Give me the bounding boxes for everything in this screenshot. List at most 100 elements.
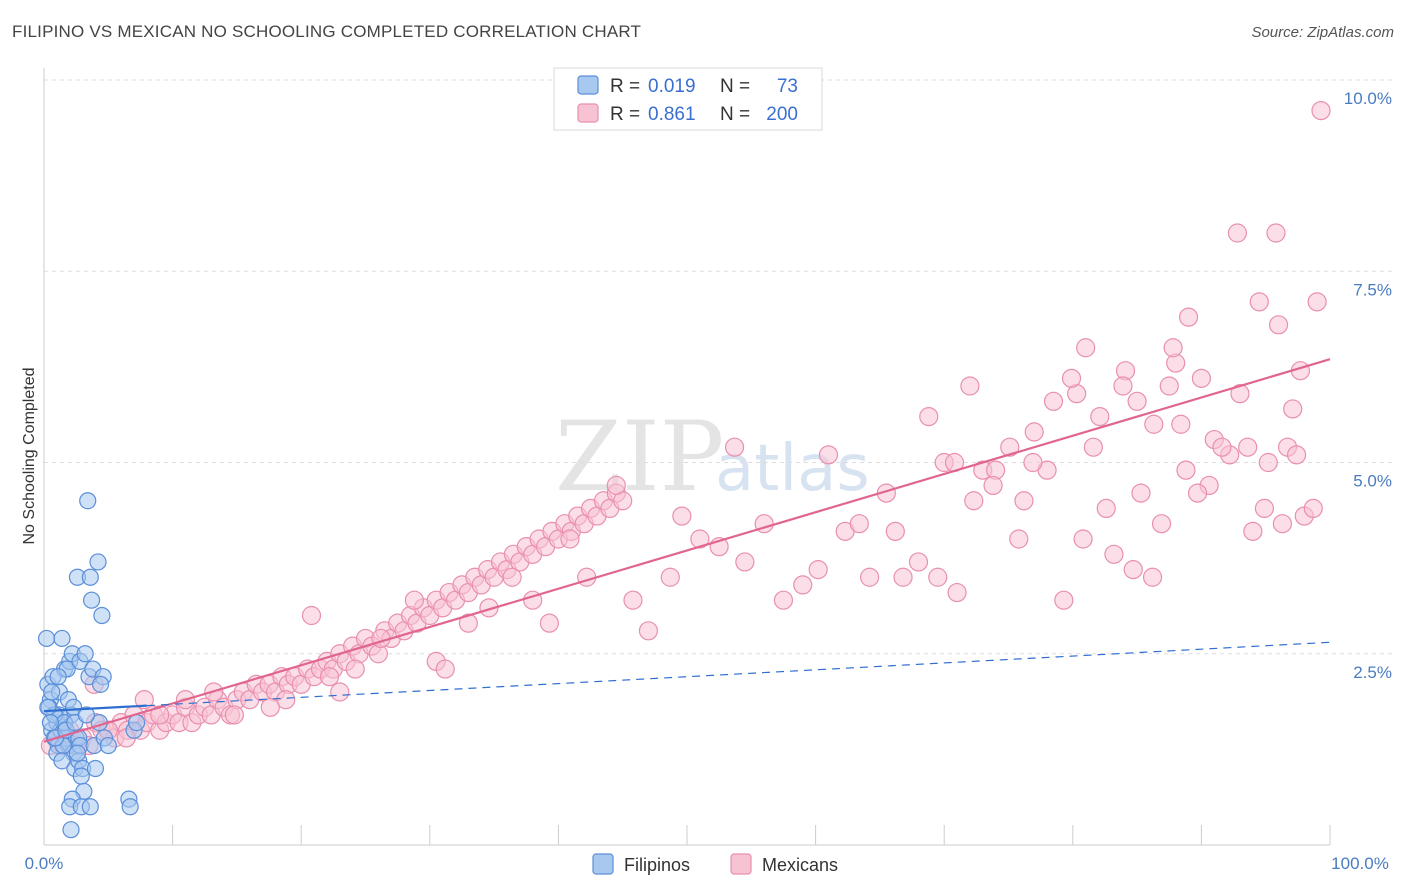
mexicans-point — [928, 567, 948, 587]
mexicans-point — [1163, 338, 1183, 358]
mexicans-point — [818, 445, 839, 465]
filipinos-trend-line-dashed — [146, 641, 1331, 707]
mexicans-point — [1083, 437, 1103, 457]
mexicans-point — [1043, 391, 1064, 411]
filipinos-point — [81, 798, 99, 816]
mexicans-point — [1076, 338, 1096, 358]
mexicans-point — [1014, 491, 1034, 511]
mexicans-point — [1249, 292, 1269, 312]
mexicans-point — [276, 690, 296, 710]
filipinos-point — [76, 645, 94, 663]
filipinos-r-label: R = — [610, 76, 640, 97]
mexicans-point — [1131, 483, 1151, 503]
mexicans-point — [885, 521, 905, 541]
mexicans-point — [1159, 376, 1179, 396]
mexicans-point — [672, 506, 692, 526]
x-tick-label-max: 100.0% — [1331, 854, 1389, 873]
mexicans-points — [40, 100, 1331, 756]
filipinos-point — [53, 629, 71, 648]
filipinos-point — [43, 683, 61, 701]
mexicans-point — [345, 659, 365, 679]
filipinos-bottom-swatch — [592, 853, 614, 875]
stats-legend: R = 0.019 N = 73 R = 0.861 N = 200 — [553, 67, 823, 131]
filipinos-points — [37, 492, 146, 839]
watermark-zip: ZIP — [555, 401, 724, 513]
mexicans-point — [1227, 223, 1248, 243]
mexicans-point — [860, 567, 880, 587]
mexicans-point — [1123, 559, 1143, 580]
mexicans-point — [502, 567, 522, 587]
filipinos-point — [91, 675, 110, 693]
filipinos-n-label: N = — [720, 76, 750, 97]
mexicans-point — [947, 582, 967, 603]
filipinos-point — [79, 492, 97, 510]
mexicans-trend-line — [43, 358, 1331, 743]
mexicans-point — [371, 628, 391, 649]
mexicans-point — [960, 376, 980, 396]
source-label: Source: ZipAtlas.com — [1251, 24, 1394, 41]
mexicans-point — [1000, 437, 1020, 457]
mexicans-point — [1144, 414, 1164, 434]
mexicans-point — [1151, 514, 1172, 534]
mexicans-point — [1176, 460, 1196, 480]
mexicans-point — [1187, 483, 1208, 503]
mexicans-point — [1171, 414, 1191, 434]
mexicans-point — [1268, 315, 1289, 335]
mexicans-point — [793, 575, 813, 595]
mexicans-point — [1023, 452, 1043, 473]
mexicans-point — [1254, 498, 1275, 518]
mexicans-point — [224, 705, 244, 725]
mexicans-point — [458, 613, 478, 633]
filipinos-legend-label: Filipinos — [624, 855, 690, 875]
filipinos-legend-swatch — [577, 75, 599, 95]
mexicans-point — [1286, 445, 1307, 465]
mexicans-point — [1238, 437, 1258, 457]
filipinos-point — [37, 629, 56, 648]
filipinos-point — [89, 553, 107, 571]
mexicans-point — [773, 590, 794, 610]
mexicans-point — [150, 705, 170, 725]
mexicans-point — [1311, 100, 1331, 121]
filipinos-point — [127, 713, 146, 732]
mexicans-point — [724, 437, 745, 457]
filipinos-point — [39, 698, 57, 716]
mexicans-point — [919, 407, 939, 427]
filipinos-point — [99, 736, 117, 755]
filipinos-r-value: 0.019 — [648, 76, 696, 97]
mexicans-bottom-swatch — [730, 853, 752, 875]
mexicans-point — [690, 529, 710, 549]
filipinos-point — [82, 591, 101, 609]
mexicans-point — [560, 529, 580, 549]
mexicans-point — [319, 667, 340, 687]
mexicans-point — [623, 590, 643, 610]
mexicans-point — [1258, 452, 1278, 473]
filipinos-n-value: 73 — [777, 76, 798, 97]
mexicans-n-value: 200 — [766, 104, 798, 125]
mexicans-legend-label: Mexicans — [762, 855, 838, 875]
filipinos-point — [81, 568, 99, 586]
mexicans-r-label: R = — [610, 104, 640, 125]
filipinos-point — [86, 759, 105, 778]
mexicans-point — [735, 552, 755, 572]
filipinos-point — [41, 713, 60, 732]
filipinos-point — [53, 752, 71, 770]
mexicans-point — [1178, 307, 1199, 327]
y-axis-label: No Schooling Completed — [21, 368, 38, 545]
mexicans-point — [1303, 498, 1323, 518]
filipinos-trend-line — [43, 704, 147, 713]
mexicans-point — [1073, 529, 1093, 549]
mexicans-point — [539, 613, 559, 633]
mexicans-point — [1096, 498, 1116, 518]
stats-legend-box — [553, 67, 823, 131]
mexicans-point — [330, 682, 350, 702]
mexicans-point — [1307, 292, 1327, 312]
filipinos-point — [72, 767, 90, 785]
mexicans-point — [1266, 223, 1286, 243]
mexicans-point — [404, 590, 424, 610]
mexicans-point — [964, 491, 984, 511]
mexicans-r-value: 0.861 — [648, 104, 696, 125]
mexicans-point — [983, 475, 1003, 496]
mexicans-n-label: N = — [720, 104, 750, 125]
chart-title: FILIPINO VS MEXICAN NO SCHOOLING COMPLET… — [12, 22, 642, 41]
mexicans-point — [1113, 376, 1133, 396]
